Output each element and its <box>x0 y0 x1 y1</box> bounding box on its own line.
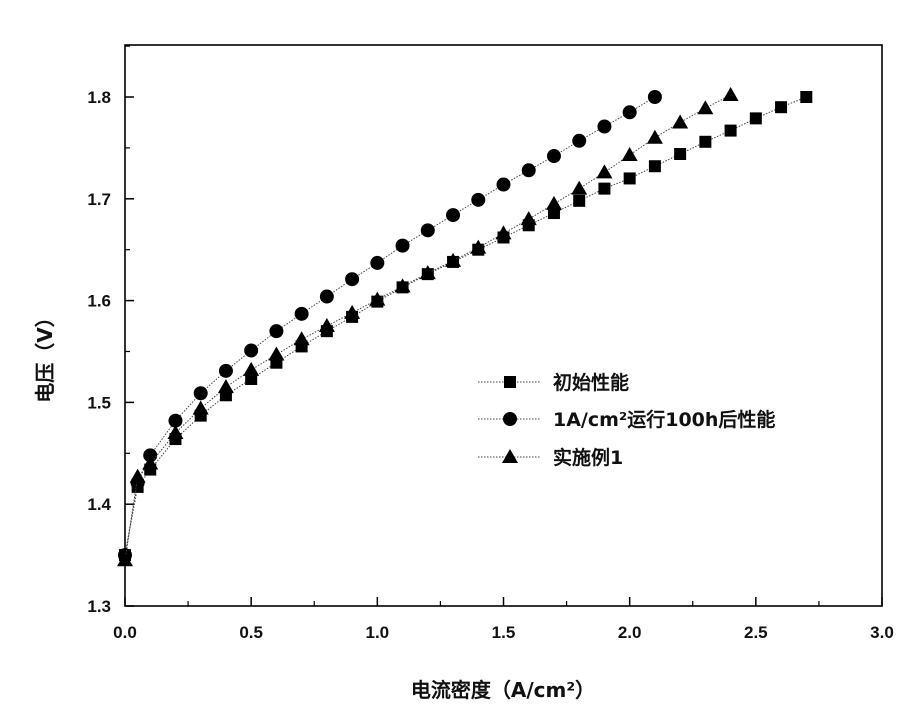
data-point-circle <box>547 149 561 163</box>
data-point-circle <box>421 223 435 237</box>
data-point-circle <box>295 307 309 321</box>
data-point-circle <box>269 324 283 338</box>
data-point-circle <box>648 90 662 104</box>
data-point-square <box>750 112 762 124</box>
x-tick-label: 0.0 <box>113 623 137 642</box>
data-point-square <box>674 148 686 160</box>
y-tick-label: 1.5 <box>87 393 111 412</box>
legend-marker-triangle <box>502 449 518 463</box>
data-point-triangle <box>571 181 587 195</box>
y-axis: 1.3 1.4 1.5 1.6 1.7 1.8 <box>87 46 134 616</box>
legend-label: 1A/cm²运行100h后性能 <box>553 408 775 431</box>
data-point-circle <box>623 105 637 119</box>
data-point-circle <box>396 239 410 253</box>
data-point-triangle <box>672 114 688 128</box>
data-point-circle <box>597 120 611 134</box>
y-tick-label: 1.7 <box>87 190 111 209</box>
y-tick-label: 1.8 <box>87 88 111 107</box>
legend-item: 1A/cm²运行100h后性能 <box>478 408 775 431</box>
series-line <box>125 95 731 560</box>
data-point-triangle <box>596 164 612 178</box>
y-tick-label: 1.3 <box>87 597 111 616</box>
data-point-circle <box>370 256 384 270</box>
legend-label: 初始性能 <box>553 371 629 394</box>
series-circle <box>118 90 662 562</box>
x-tick-label: 0.5 <box>239 623 263 642</box>
x-tick-label: 3.0 <box>870 623 894 642</box>
series-triangle <box>117 87 739 566</box>
data-point-triangle <box>647 130 663 144</box>
data-point-triangle <box>622 147 638 161</box>
data-point-triangle <box>243 362 259 376</box>
legend: 初始性能 1A/cm²运行100h后性能实施例1 <box>478 371 775 469</box>
data-point-circle <box>446 208 460 222</box>
data-point-triangle <box>268 347 284 361</box>
x-axis-title: 电流密度（A/cm²） <box>411 678 595 702</box>
data-point-triangle <box>521 211 537 225</box>
data-point-triangle <box>193 401 209 415</box>
series-square <box>119 91 812 561</box>
data-point-circle <box>522 163 536 177</box>
data-point-circle <box>320 290 334 304</box>
data-point-triangle <box>697 100 713 114</box>
plot-frame <box>125 45 882 606</box>
legend-label: 实施例1 <box>553 446 623 469</box>
y-tick-label: 1.4 <box>87 495 111 514</box>
series-line <box>125 97 806 555</box>
data-point-circle <box>497 178 511 192</box>
data-point-triangle <box>294 331 310 345</box>
plot-series <box>117 87 812 566</box>
data-point-circle <box>471 193 485 207</box>
data-point-square <box>725 125 737 137</box>
data-point-square <box>775 101 787 113</box>
legend-item: 实施例1 <box>478 446 623 469</box>
data-point-triangle <box>546 196 562 210</box>
data-point-square <box>624 172 636 184</box>
data-point-circle <box>219 364 233 378</box>
data-point-triangle <box>130 469 146 483</box>
legend-item: 初始性能 <box>478 371 629 394</box>
data-point-circle <box>244 343 258 357</box>
data-point-square <box>573 195 585 207</box>
data-point-square <box>649 160 661 172</box>
data-point-square <box>800 91 812 103</box>
data-point-square <box>598 183 610 195</box>
data-point-circle <box>194 386 208 400</box>
x-tick-label: 1.5 <box>492 623 516 642</box>
data-point-triangle <box>723 87 739 101</box>
y-axis-title: 电压（V） <box>33 307 57 402</box>
y-tick-label: 1.6 <box>87 292 111 311</box>
legend-marker-square <box>504 376 516 388</box>
data-point-circle <box>572 134 586 148</box>
series-line <box>125 97 655 555</box>
x-axis: 0.0 0.5 1.0 1.5 2.0 2.5 3.0 <box>113 597 894 642</box>
x-tick-label: 2.5 <box>744 623 768 642</box>
x-tick-label: 2.0 <box>618 623 642 642</box>
data-point-triangle <box>319 318 335 332</box>
data-point-square <box>699 136 711 148</box>
legend-marker-circle <box>503 412 517 426</box>
x-tick-label: 1.0 <box>366 623 390 642</box>
data-point-circle <box>345 272 359 286</box>
data-point-triangle <box>218 379 234 393</box>
